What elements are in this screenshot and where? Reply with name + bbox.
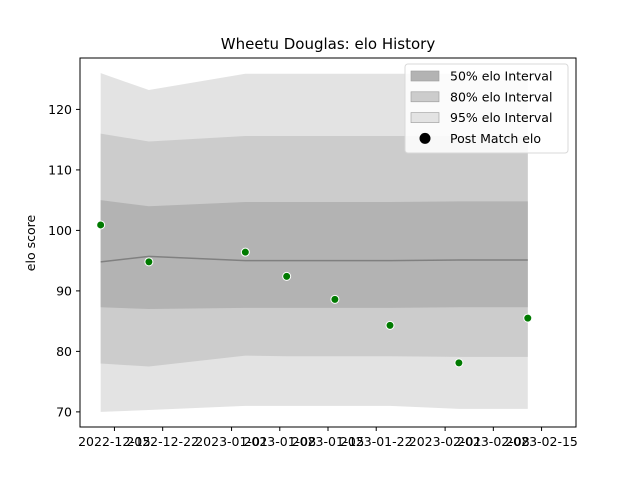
x-tick-label: 2023-01-01 — [195, 434, 268, 449]
post-match-point — [385, 320, 395, 330]
y-tick-label: 80 — [56, 344, 72, 359]
y-tick-label: 90 — [56, 283, 72, 298]
post-match-point — [454, 358, 464, 368]
band-50-elo-interval — [100, 200, 528, 310]
legend-label: 80% elo Interval — [450, 89, 552, 104]
x-tick-label: 2022-12-15 — [78, 434, 151, 449]
elo-line-layer — [100, 255, 528, 263]
x-tick-label: 2022-12-22 — [126, 434, 199, 449]
y-axis-label: elo score — [23, 215, 38, 272]
post-match-point — [240, 247, 250, 257]
post-match-point — [144, 257, 154, 267]
post-match-point — [282, 271, 292, 281]
post-match-point — [523, 313, 533, 323]
expected-elo-line — [100, 255, 528, 263]
legend-swatch — [410, 91, 440, 103]
axes: 7080901001101202022-12-152022-12-222023-… — [48, 57, 578, 449]
y-tick-label: 110 — [48, 162, 72, 177]
x-tick-label: 2023-02-08 — [457, 434, 530, 449]
legend-marker — [419, 132, 431, 144]
x-tick-label: 2023-01-15 — [292, 434, 365, 449]
y-tick-label: 70 — [56, 404, 72, 419]
legend-swatch — [410, 112, 440, 123]
legend-label: Post Match elo — [450, 131, 541, 146]
x-tick-label: 2023-01-22 — [340, 434, 413, 449]
chart-title: Wheetu Douglas: elo History — [221, 35, 436, 53]
post-match-point — [96, 220, 106, 230]
x-tick-label: 2023-02-01 — [409, 434, 482, 449]
post-match-points — [96, 220, 533, 368]
post-match-point — [330, 294, 340, 304]
legend-box — [404, 63, 569, 154]
legend-label: 95% elo Interval — [450, 110, 552, 125]
legend: 50% elo Interval 80% elo Interval 95% elo … — [404, 63, 569, 154]
y-tick-label: 100 — [48, 223, 72, 238]
legend-swatch — [410, 70, 440, 82]
x-tick-label: 2023-02-15 — [505, 434, 578, 449]
legend-label: 50% elo Interval — [450, 69, 552, 84]
x-tick-label: 2023-01-08 — [243, 434, 316, 449]
y-tick-label: 120 — [48, 102, 72, 117]
interval-bands — [100, 73, 528, 412]
